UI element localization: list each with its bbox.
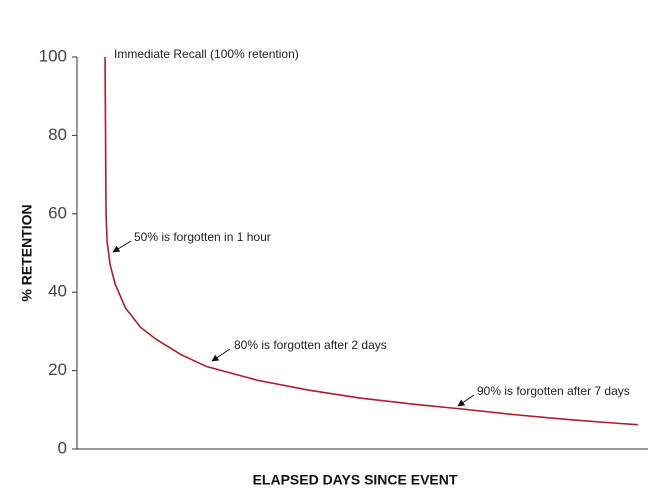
y-tick-label: 40 — [48, 282, 67, 301]
annotation-arrow — [457, 394, 475, 407]
annotation: 90% is forgotten after 7 days — [477, 384, 630, 398]
y-tick-label: 60 — [48, 203, 67, 222]
annotation-arrow — [112, 240, 132, 253]
data-line — [104, 56, 638, 426]
annotation: Immediate Recall (100% retention) — [114, 47, 299, 61]
annotation: 80% is forgotten after 2 days — [234, 338, 387, 352]
y-tick-label: 100 — [39, 46, 67, 65]
y-tick-label: 20 — [48, 360, 67, 379]
annotation: 50% is forgotten in 1 hour — [134, 230, 271, 244]
y-tick-label: 0 — [58, 438, 67, 457]
y-axis-label: % RETENTION — [19, 204, 35, 301]
annotation-arrow — [211, 348, 231, 362]
x-axis-label: ELAPSED DAYS SINCE EVENT — [253, 472, 458, 488]
y-tick-label: 80 — [48, 125, 67, 144]
